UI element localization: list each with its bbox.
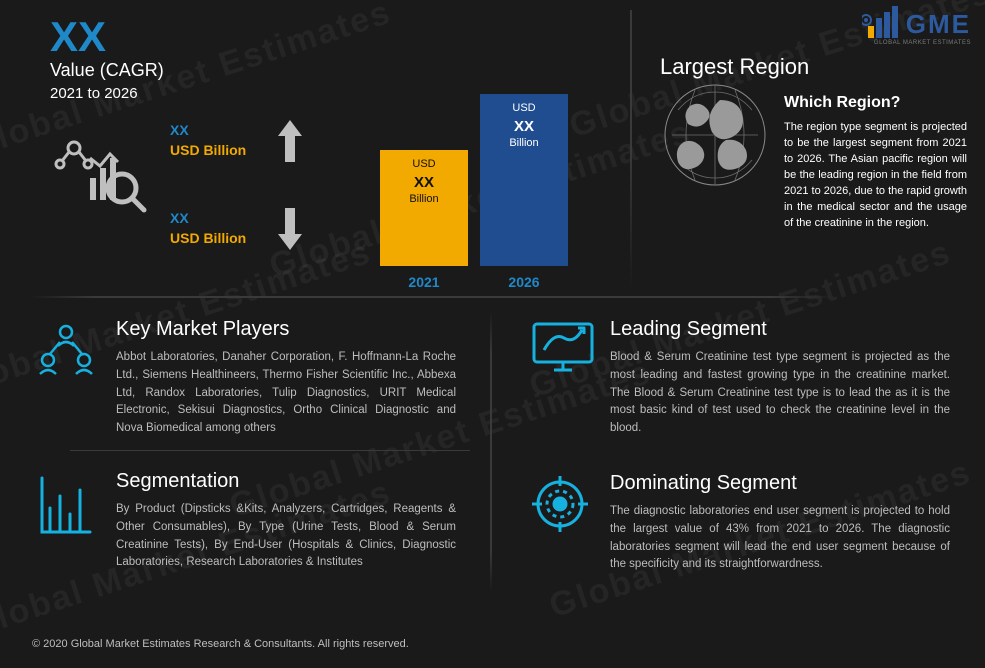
low-amount: USD Billion — [170, 230, 246, 246]
vertical-divider — [490, 312, 492, 592]
region-body: The region type segment is projected to … — [784, 120, 967, 232]
key-players-block: Key Market Players Abbot Laboratories, D… — [36, 318, 456, 438]
horizontal-divider — [70, 450, 470, 451]
cagr-block: XX Value (CAGR) 2021 to 2026 — [50, 16, 164, 102]
leading-segment-body: Blood & Serum Creatinine test type segme… — [610, 349, 950, 438]
target-icon — [530, 474, 590, 534]
bar-chart-icon — [36, 472, 96, 538]
bar-2021-unit: Billion — [409, 193, 438, 205]
key-players-body: Abbot Laboratories, Danaher Corporation,… — [116, 349, 456, 438]
people-network-icon — [36, 320, 96, 380]
low-xx: XX — [170, 210, 189, 226]
segmentation-title: Segmentation — [116, 470, 456, 493]
segmentation-body: By Product (Dipsticks &Kits, Analyzers, … — [116, 501, 456, 572]
segmentation-block: Segmentation By Product (Dipsticks &Kits… — [36, 470, 456, 572]
high-xx: XX — [170, 122, 189, 138]
high-low-block: XX USD Billion XX USD Billion — [170, 118, 304, 252]
high-amount: USD Billion — [170, 142, 246, 158]
horizontal-divider — [30, 296, 835, 298]
region-which: Which Region? — [784, 94, 900, 112]
copyright-footer: © 2020 Global Market Estimates Research … — [32, 638, 409, 650]
bar-2026-currency: USD — [512, 102, 535, 114]
cagr-caption: Value (CAGR) — [50, 60, 164, 81]
bar-2021-currency: USD — [412, 158, 435, 170]
arrow-up-icon — [276, 118, 304, 164]
leading-segment-block: Leading Segment Blood & Serum Creatinine… — [530, 318, 950, 438]
bar-2026-value: XX — [480, 118, 568, 137]
bar-2026-year: 2026 — [480, 274, 568, 290]
cagr-value: XX — [50, 16, 164, 58]
monitor-growth-icon — [530, 320, 596, 376]
globe-icon — [660, 80, 770, 190]
bar-2021-value: XX — [380, 174, 468, 193]
bar-2026: USD XX Billion — [480, 94, 568, 266]
bar-2026-unit: Billion — [509, 137, 538, 149]
market-analysis-icon — [52, 128, 148, 224]
key-players-title: Key Market Players — [116, 318, 456, 341]
cagr-years: 2021 to 2026 — [50, 85, 164, 102]
arrow-down-icon — [276, 206, 304, 252]
dominating-segment-block: Dominating Segment The diagnostic labora… — [530, 472, 950, 574]
largest-region-title: Largest Region — [660, 54, 809, 80]
leading-segment-title: Leading Segment — [610, 318, 950, 341]
vertical-divider — [630, 10, 632, 290]
dominating-segment-title: Dominating Segment — [610, 472, 950, 495]
market-size-bar-chart: USD XX Billion 2021 USD XX Billion 2026 — [360, 90, 600, 290]
bar-2021: USD XX Billion — [380, 150, 468, 266]
dominating-segment-body: The diagnostic laboratories end user seg… — [610, 503, 950, 574]
bar-2021-year: 2021 — [380, 274, 468, 290]
